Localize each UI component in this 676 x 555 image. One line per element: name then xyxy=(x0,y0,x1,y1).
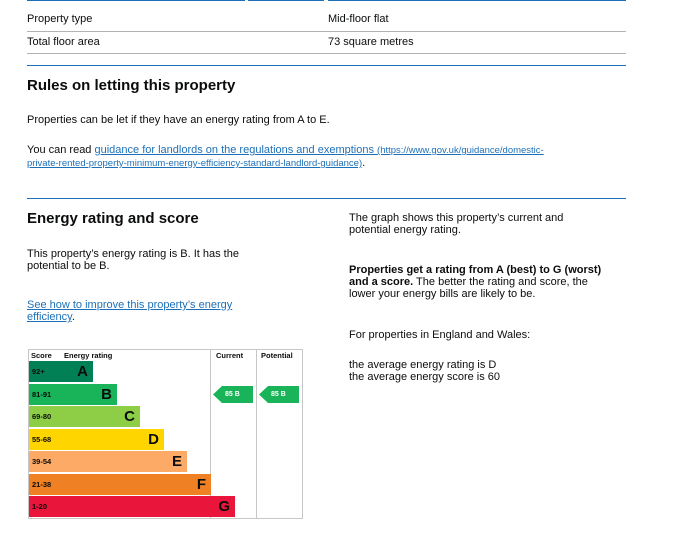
average-rating-text: the average energy rating is D xyxy=(349,359,497,371)
energy-rating-text: This property’s energy rating is B. It h… xyxy=(27,248,239,272)
improve-period: . xyxy=(71,311,75,323)
band-letter-c: C xyxy=(124,408,135,425)
property-type-value: Mid-floor flat xyxy=(328,13,389,25)
energy-heading: Energy rating and score xyxy=(27,210,199,227)
band-score-a: 92+ xyxy=(29,361,59,382)
band-letter-e: E xyxy=(171,453,182,470)
chart-column-divider xyxy=(210,349,211,519)
band-bar-g: G xyxy=(59,496,235,517)
band-bar-d: D xyxy=(59,429,164,450)
rules-heading: Rules on letting this property xyxy=(27,77,236,94)
rating-explanation-line: The better the rating and score, the xyxy=(413,276,588,288)
band-score-c: 69-80 xyxy=(29,406,59,427)
potential-rating-arrow-label: 85 B xyxy=(271,391,286,398)
improve-link-text: efficiency xyxy=(27,311,72,323)
improve-paragraph: See how to improve this property’s energ… xyxy=(27,299,232,323)
chart-header-score: Score xyxy=(31,351,52,360)
guidance-link[interactable]: guidance for landlords on the regulation… xyxy=(27,144,544,169)
guidance-prefix: You can read xyxy=(27,144,92,156)
floor-area-label: Total floor area xyxy=(27,36,100,48)
energy-rating-line: potential to be B. xyxy=(27,260,110,272)
table-row-divider xyxy=(27,31,626,32)
band-score-d: 55-68 xyxy=(29,429,59,450)
average-values: the average energy rating is D the avera… xyxy=(349,359,500,383)
chart-column-divider xyxy=(256,349,257,519)
rules-intro: Properties can be let if they have an en… xyxy=(27,114,330,126)
energy-rating-line: This property’s energy rating is B. It h… xyxy=(27,248,239,260)
improve-link-text: See how to improve this property’s energ… xyxy=(27,299,233,311)
band-bar-e: E xyxy=(59,451,187,472)
rating-explanation-line: lower your energy bills are likely to be… xyxy=(349,288,536,300)
improve-efficiency-link[interactable]: See how to improve this property’s energ… xyxy=(27,299,232,323)
current-rating-arrow-label: 85 B xyxy=(225,391,240,398)
table-top-rule xyxy=(27,0,245,1)
section-divider xyxy=(27,198,626,199)
energy-rating-chart xyxy=(28,349,303,519)
chart-header-potential: Potential xyxy=(261,351,293,360)
potential-rating-arrow: 85 B xyxy=(259,386,299,403)
chart-header-energy-rating: Energy rating xyxy=(64,351,113,360)
table-top-rule xyxy=(248,0,324,1)
band-letter-f: F xyxy=(196,476,206,493)
band-letter-b: B xyxy=(101,386,112,403)
band-score-b: 81-91 xyxy=(29,384,59,405)
graph-description-line: potential energy rating. xyxy=(349,224,461,236)
band-bar-a: A xyxy=(59,361,93,382)
graph-description-line: The graph shows this property’s current … xyxy=(349,212,564,224)
band-score-g: 1-20 xyxy=(29,496,59,517)
guidance-paragraph: You can read guidance for landlords on t… xyxy=(27,144,627,170)
band-score-f: 21-38 xyxy=(29,474,59,495)
average-score-text: the average energy score is 60 xyxy=(349,371,501,383)
band-bar-f: F xyxy=(59,474,211,495)
table-top-rule xyxy=(328,0,626,1)
section-divider xyxy=(27,65,626,66)
guidance-link-url: (https://www.gov.uk/guidance/domestic- xyxy=(377,145,544,156)
property-type-label: Property type xyxy=(27,13,93,25)
graph-description: The graph shows this property’s current … xyxy=(349,212,563,236)
guidance-link-url: private-rented-property-minimum-energy-e… xyxy=(27,158,363,169)
chart-header-current: Current xyxy=(216,351,244,360)
band-bar-c: C xyxy=(59,406,140,427)
guidance-period: . xyxy=(362,157,366,169)
band-bar-b: B xyxy=(59,384,117,405)
floor-area-value: 73 square metres xyxy=(328,36,414,48)
band-score-e: 39-54 xyxy=(29,451,59,472)
guidance-link-text: guidance for landlords on the regulation… xyxy=(94,144,374,156)
table-row-divider xyxy=(27,53,626,54)
band-letter-g: G xyxy=(218,498,230,515)
rating-explanation-bold: Properties get a rating from A (best) to… xyxy=(349,264,602,276)
current-rating-arrow: 85 B xyxy=(213,386,253,403)
band-letter-a: A xyxy=(77,363,88,380)
band-letter-d: D xyxy=(148,431,159,448)
rating-explanation: Properties get a rating from A (best) to… xyxy=(349,264,601,300)
regions-text: For properties in England and Wales: xyxy=(349,329,531,341)
rating-explanation-bold: and a score. xyxy=(349,276,414,288)
